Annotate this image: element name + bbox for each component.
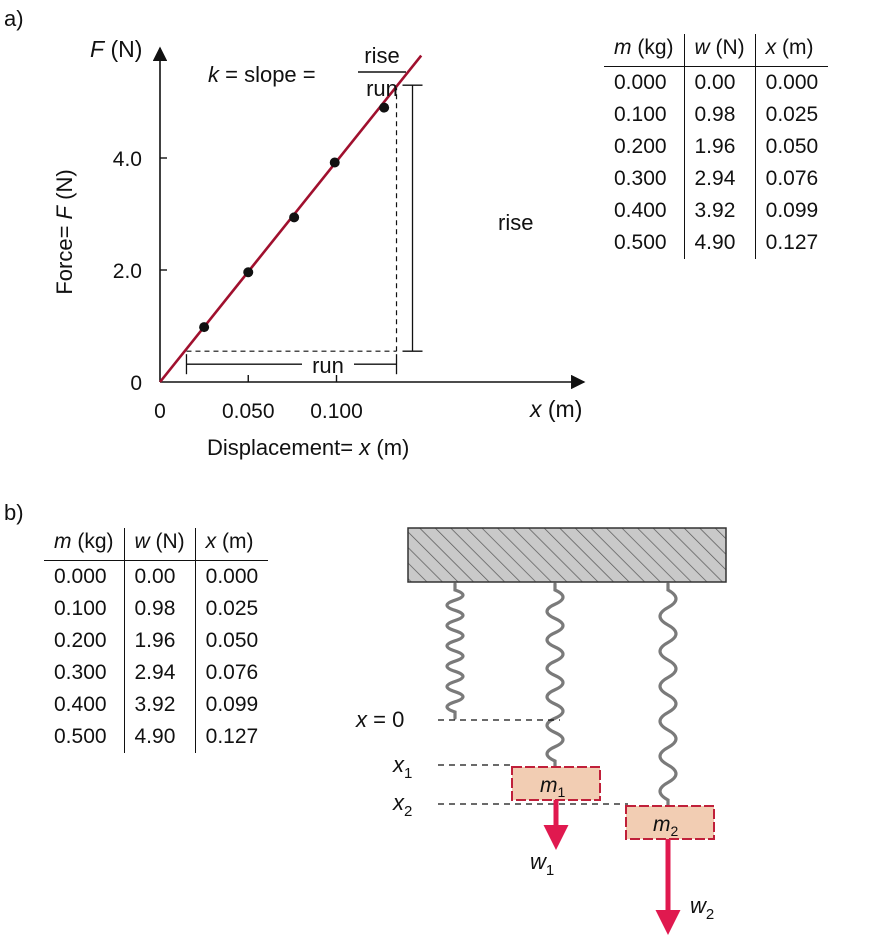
x-tick-label: 0.050 [222, 400, 275, 423]
table-cell: 1.96 [123, 625, 196, 657]
table-cell: 0.000 [194, 560, 269, 593]
y-tick-label: 4.0 [113, 148, 142, 171]
table-cell: 0.200 [54, 629, 107, 652]
table-row: 0.500 4.90 0.127 [44, 721, 269, 753]
table-row: 0.200 1.96 0.050 [604, 131, 829, 163]
table-cell: 4.90 [683, 227, 756, 259]
panel-b-label: b) [4, 500, 24, 525]
spring [545, 582, 565, 769]
table-cell: 0.98 [123, 593, 196, 625]
table-cell: 0.100 [54, 597, 107, 620]
table-cell: 4.90 [123, 721, 196, 753]
table-cell: 0.025 [754, 99, 829, 131]
table-cell: 0.000 [54, 565, 107, 588]
table-cell: 0.127 [754, 227, 829, 259]
column-header-weight: w (N) [123, 528, 196, 561]
table-cell: 0.076 [194, 657, 269, 689]
panel-a-label: a) [4, 6, 24, 31]
rise-label: rise [498, 210, 533, 235]
table-row: 0.500 4.90 0.127 [604, 227, 829, 259]
force-displacement-chart: 0 0.050 0.100 0 2.0 4.0 F (N) Force= F (N) x … [52, 36, 586, 460]
table-cell: 0.00 [683, 66, 756, 99]
table-row: 0.400 3.92 0.099 [44, 689, 269, 721]
slope-equation: k = slope = [208, 62, 316, 87]
x-axis-label: x (m) [529, 396, 582, 422]
ceiling-support [407, 527, 727, 583]
y-axis-label: F (N) [90, 36, 142, 62]
table-cell: 0.050 [754, 131, 829, 163]
y-tick-label: 2.0 [113, 260, 142, 283]
column-header-mass: m (kg) [44, 528, 124, 561]
table-row: 0.000 0.00 0.000 [604, 66, 829, 99]
column-header-weight: w (N) [683, 34, 756, 67]
table-cell: 0.98 [683, 99, 756, 131]
mass-block-m1: m1 [511, 766, 601, 801]
w2-label: w2 [690, 893, 714, 923]
table-cell: 1.96 [683, 131, 756, 163]
table-cell: 0.400 [54, 693, 107, 716]
table-cell: 0.025 [194, 593, 269, 625]
column-header-displacement: x (m) [754, 34, 829, 67]
x-axis-bottom-label: Displacement= x (m) [207, 435, 409, 460]
y-tick-label: 0 [130, 372, 142, 395]
table-header-row: m (kg) w (N) x (m) [44, 528, 269, 561]
table-cell: 3.92 [683, 195, 756, 227]
x2-label: x2 [392, 790, 412, 820]
slope-denominator: run [366, 76, 398, 101]
column-header-mass: m (kg) [604, 34, 684, 67]
table-cell: 0.099 [194, 689, 269, 721]
x-tick-label: 0.100 [310, 400, 363, 423]
table-cell: 2.94 [683, 163, 756, 195]
slope-numerator: rise [364, 43, 399, 68]
table-cell: 0.500 [54, 725, 107, 748]
table-cell: 0.000 [754, 66, 829, 99]
svg-text:m2: m2 [653, 813, 679, 839]
data-point [379, 102, 390, 113]
table-header-row: m (kg) w (N) x (m) [604, 34, 829, 67]
table-cell: 2.94 [123, 657, 196, 689]
table-row: 0.200 1.96 0.050 [44, 625, 269, 657]
run-label: run [312, 353, 344, 378]
data-point [329, 157, 340, 168]
spring [658, 582, 678, 808]
run-label-bg [302, 355, 354, 375]
table-row: 0.000 0.00 0.000 [44, 560, 269, 593]
table-cell: 0.050 [194, 625, 269, 657]
table-cell: 0.300 [54, 661, 107, 684]
table-cell: 0.076 [754, 163, 829, 195]
table-cell: 0.500 [614, 231, 667, 254]
x-tick-label: 0 [154, 400, 166, 423]
table-cell: 0.100 [614, 103, 667, 126]
table-cell: 0.00 [123, 560, 196, 593]
table-cell: 3.92 [123, 689, 196, 721]
table-cell: 0.200 [614, 135, 667, 158]
y-axis-side-label: Force= F (N) [52, 169, 77, 294]
table-row: 0.100 0.98 0.025 [604, 99, 829, 131]
spring [445, 582, 465, 720]
data-point [199, 322, 210, 333]
table-cell: 0.400 [614, 199, 667, 222]
table-cell: 0.000 [614, 71, 667, 94]
table-row: 0.400 3.92 0.099 [604, 195, 829, 227]
table-cell: 0.300 [614, 167, 667, 190]
x0-label: x = 0 [355, 707, 404, 732]
w1-label: w1 [530, 849, 554, 879]
mass-block-m2: m2 [625, 805, 715, 840]
data-point [289, 212, 300, 223]
table-row: 0.300 2.94 0.076 [44, 657, 269, 689]
svg-text:m1: m1 [540, 774, 566, 800]
x1-label: x1 [392, 752, 412, 782]
table-row: 0.300 2.94 0.076 [604, 163, 829, 195]
table-cell: 0.099 [754, 195, 829, 227]
table-row: 0.100 0.98 0.025 [44, 593, 269, 625]
data-point [243, 267, 254, 278]
panel-a-data-table: m (kg) w (N) x (m) 0.000 0.00 0.000 0.100 0… [604, 34, 829, 259]
panel-b-data-table: m (kg) w (N) x (m) 0.000 0.00 0.000 0.100 0… [44, 528, 269, 753]
table-cell: 0.127 [194, 721, 269, 753]
column-header-displacement: x (m) [194, 528, 269, 561]
